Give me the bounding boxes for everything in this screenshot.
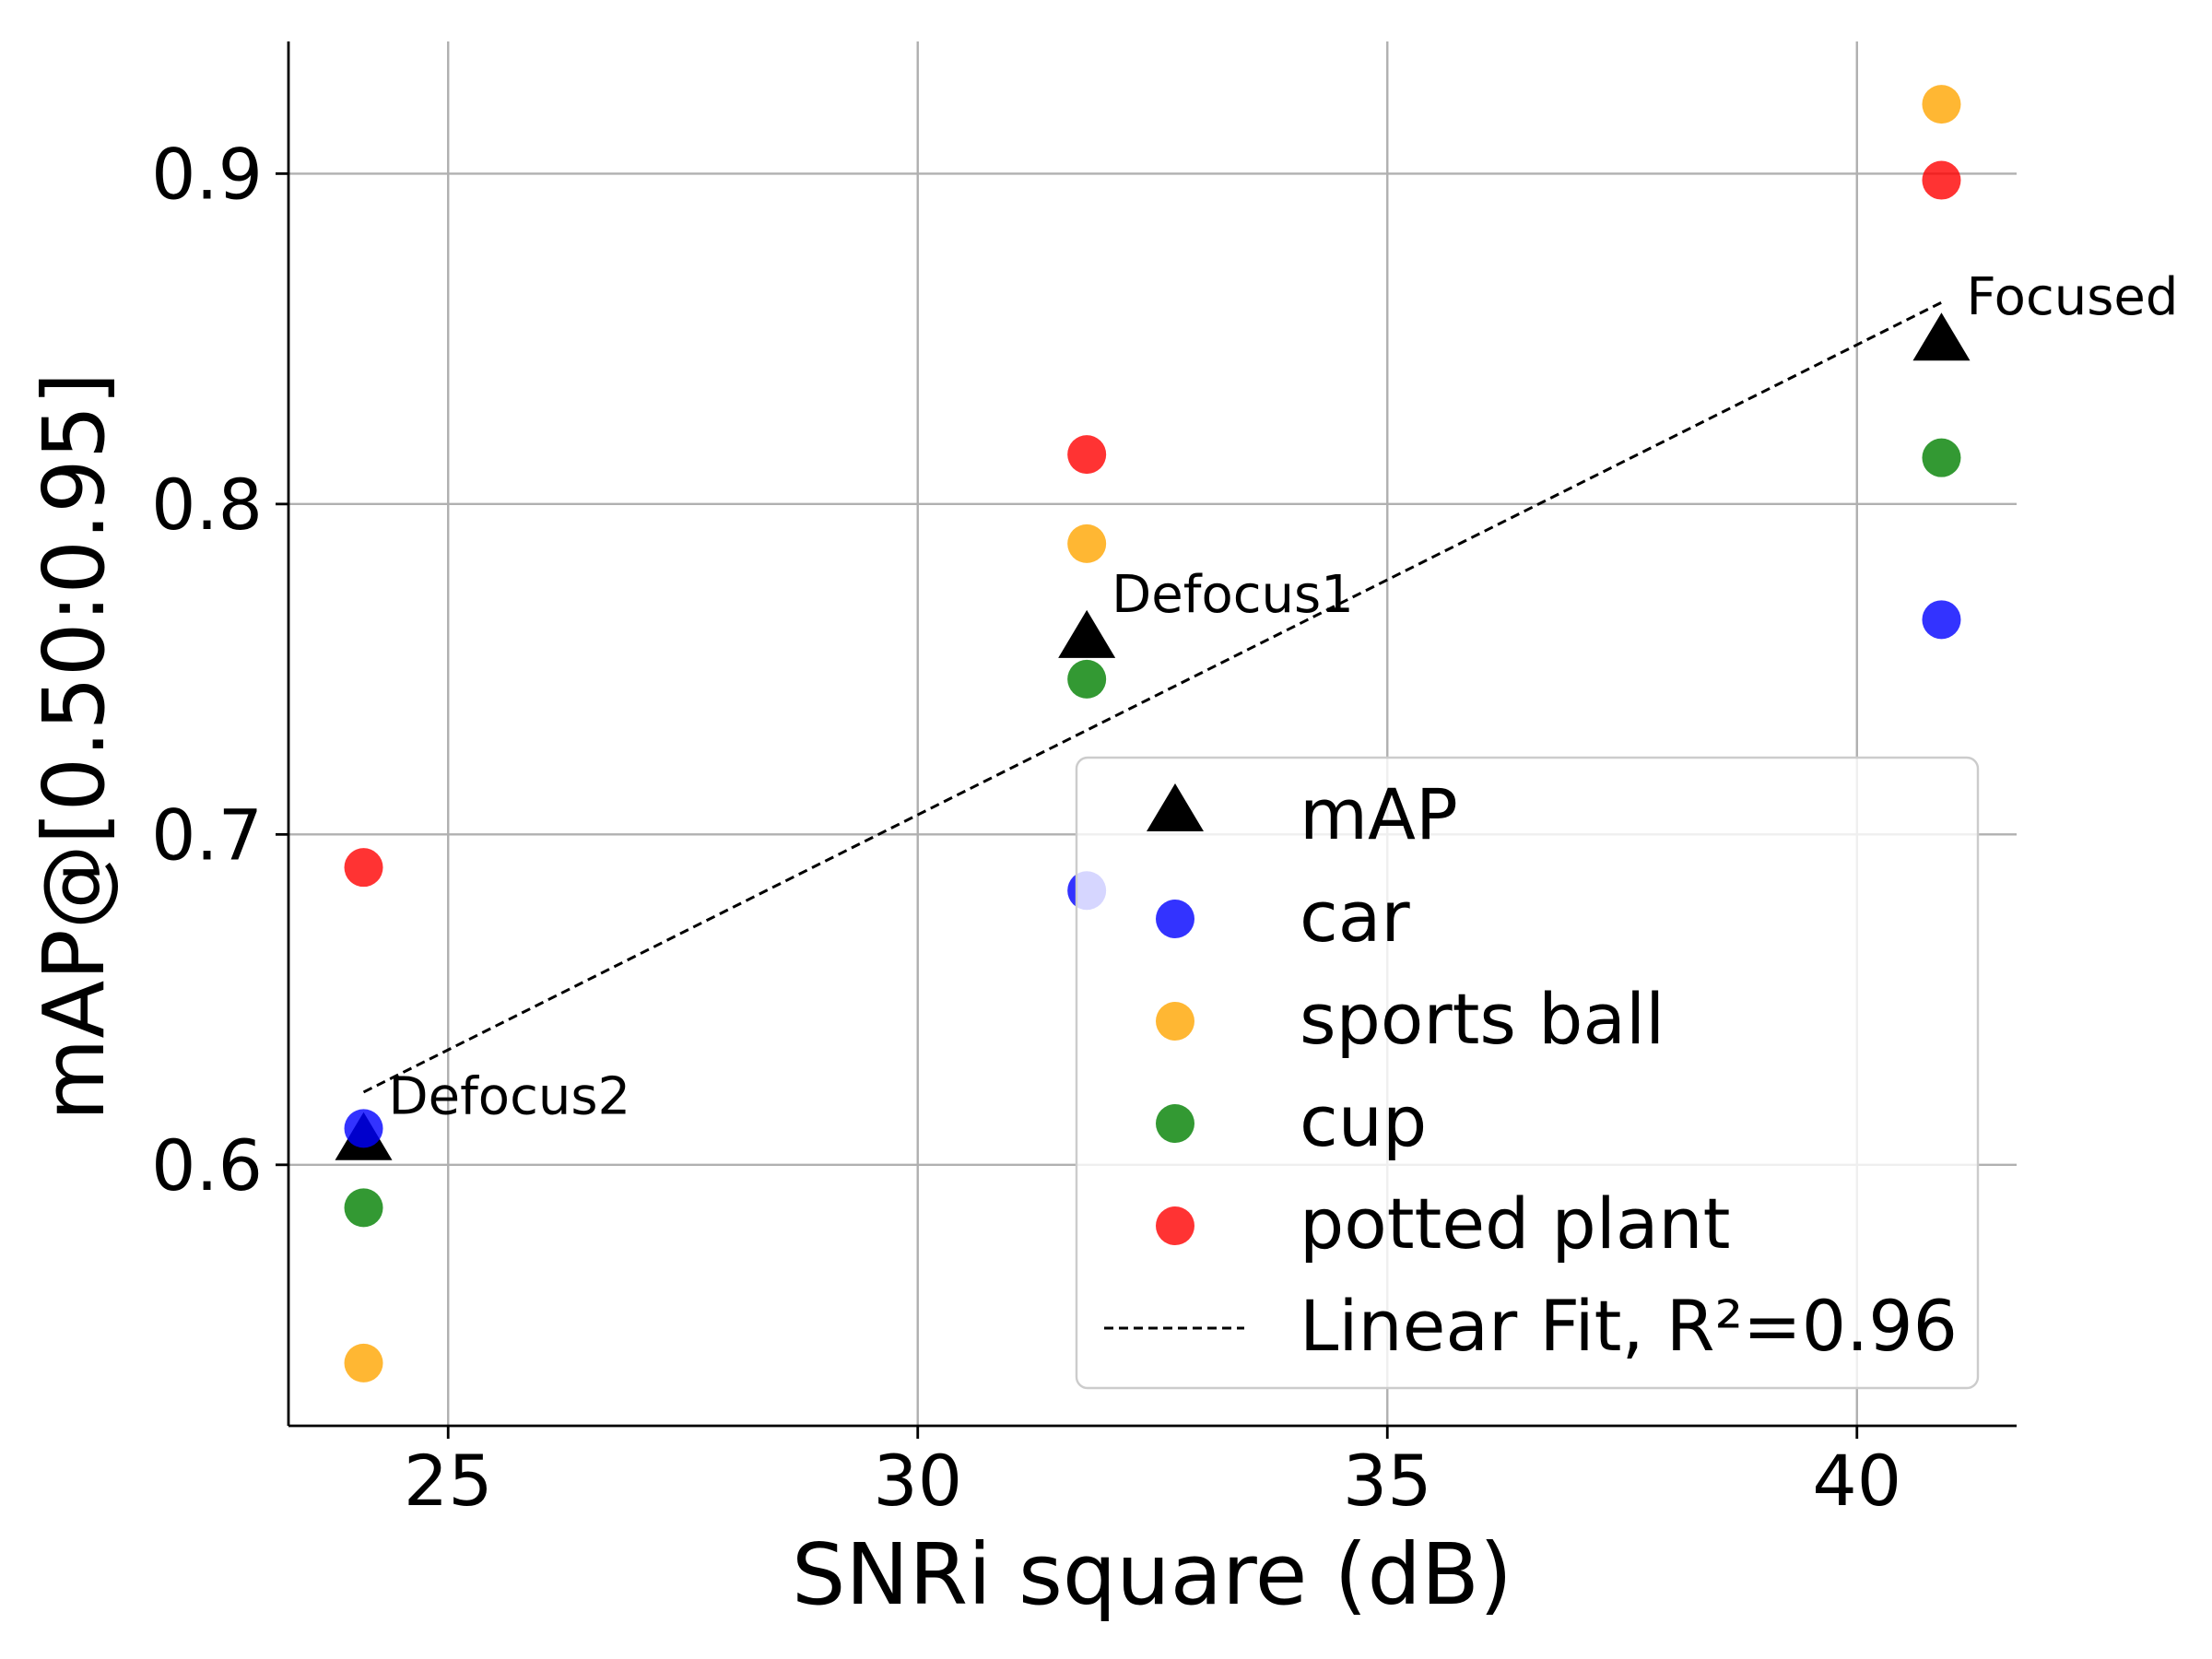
potted-plant-point (344, 848, 383, 888)
tick-labels: 25 30 35 40 0.6 0.7 0.8 0.9 (151, 133, 1901, 1522)
car-point (344, 1109, 383, 1148)
legend: mAP car sports ball cup potted plant Linear F… (1075, 756, 1980, 1390)
cup-point (344, 1188, 383, 1228)
x-axis-title: SNRi square (dB) (792, 1525, 1512, 1624)
legend-label-sports-ball: sports ball (1300, 978, 1665, 1060)
x-tick-label: 35 (1343, 1440, 1432, 1522)
sports-ball-point (344, 1343, 383, 1382)
axes (276, 41, 2017, 1439)
y-tick-label: 0.7 (151, 794, 263, 876)
point-label: Defocus1 (1112, 565, 1354, 625)
y-tick-label: 0.9 (151, 133, 263, 215)
potted-plant-point (1067, 435, 1107, 475)
point-label: Defocus2 (389, 1067, 631, 1127)
potted-plant-point (1922, 160, 1961, 200)
legend-label-car: car (1300, 876, 1410, 958)
legend-label-map: mAP (1300, 773, 1458, 855)
legend-label-cup: cup (1300, 1080, 1427, 1162)
map-point (1058, 609, 1116, 658)
x-tick-label: 40 (1812, 1440, 1901, 1522)
legend-marker-sports-ball (1156, 1002, 1194, 1041)
map-point (1912, 312, 1971, 361)
cup-point (1067, 659, 1107, 699)
legend-box (1075, 756, 1980, 1390)
point-annotations: Defocus2 Defocus1 Focused (389, 267, 2179, 1127)
y-axis-title: mAP@[0.50:0.95] (25, 372, 124, 1122)
y-tick-label: 0.8 (151, 464, 263, 546)
legend-label-potted-plant: potted plant (1300, 1182, 1730, 1265)
legend-marker-potted-plant (1156, 1206, 1194, 1245)
y-tick-label: 0.6 (151, 1124, 263, 1206)
point-label: Focused (1966, 267, 2178, 327)
legend-marker-cup (1156, 1104, 1194, 1143)
car-point (1922, 600, 1961, 640)
x-tick-label: 25 (404, 1440, 493, 1522)
sports-ball-point (1922, 85, 1961, 124)
legend-label-linear-fit: Linear Fit, R²=0.96 (1300, 1285, 1958, 1367)
legend-marker-map (1147, 783, 1204, 831)
cup-point (1922, 438, 1961, 477)
legend-marker-car (1156, 900, 1194, 938)
sports-ball-point (1067, 524, 1107, 563)
x-tick-label: 30 (873, 1440, 962, 1522)
